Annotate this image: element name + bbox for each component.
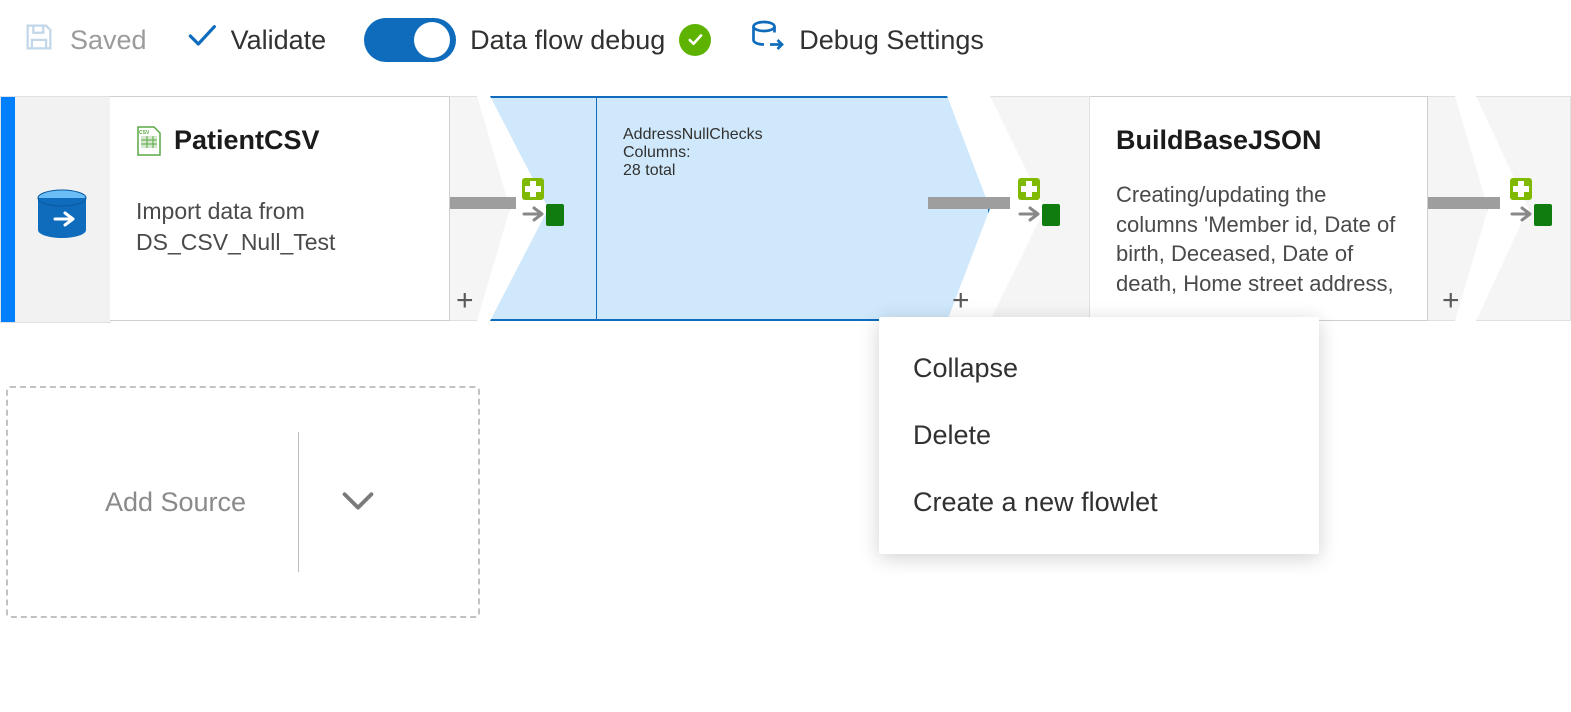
add-source-button[interactable]: Add Source <box>6 386 480 618</box>
save-status-label: Saved <box>70 25 147 56</box>
chevron-down-icon[interactable] <box>299 477 381 528</box>
connector <box>450 197 516 209</box>
columns-total: 28 total <box>623 162 886 180</box>
node-title: PatientCSV <box>174 125 320 156</box>
node-addressnullchecks[interactable]: AddressNullChecks Columns: 28 total <box>596 96 912 321</box>
node-title: BuildBaseJSON <box>1116 125 1322 156</box>
validate-label: Validate <box>231 25 327 56</box>
transformation-icon[interactable] <box>1504 176 1558 230</box>
validate-button[interactable]: Validate <box>185 20 327 60</box>
add-step-button[interactable]: + <box>456 284 474 318</box>
debug-settings-label: Debug Settings <box>799 25 984 56</box>
save-status: Saved <box>22 20 147 61</box>
debug-toggle[interactable] <box>364 18 456 62</box>
node-buildbasejson[interactable]: BuildBaseJSON Creating/updating the colu… <box>1090 96 1428 321</box>
source-strip <box>0 96 111 323</box>
toolbar: Saved Validate Data flow debug Debug Set… <box>0 0 1571 80</box>
save-icon <box>22 20 56 61</box>
node-title: AddressNullChecks <box>623 126 763 143</box>
ctx-delete[interactable]: Delete <box>879 402 1319 469</box>
node-subtitle: Creating/updating the columns 'Member id… <box>1116 180 1401 299</box>
status-ok-icon <box>679 24 711 56</box>
connector <box>928 197 1010 209</box>
check-icon <box>185 20 217 60</box>
flow-canvas[interactable]: CSV PatientCSV Import data from DS_CSV_N… <box>0 80 1571 712</box>
node-patientcsv[interactable]: CSV PatientCSV Import data from DS_CSV_N… <box>110 96 450 321</box>
add-step-button[interactable]: + <box>952 284 970 318</box>
ctx-create-flowlet[interactable]: Create a new flowlet <box>879 469 1319 536</box>
connector <box>1428 197 1500 209</box>
add-source-label: Add Source <box>105 487 298 518</box>
context-menu: Collapse Delete Create a new flowlet <box>879 317 1319 554</box>
csv-file-icon: CSV <box>136 126 162 156</box>
svg-text:CSV: CSV <box>139 130 150 136</box>
columns-label: Columns: <box>623 144 886 162</box>
add-step-button[interactable]: + <box>1442 284 1460 318</box>
datasource-barrel-icon <box>35 189 89 250</box>
ctx-collapse[interactable]: Collapse <box>879 335 1319 402</box>
transformation-icon[interactable] <box>516 176 570 230</box>
transformation-icon[interactable] <box>1012 176 1066 230</box>
database-arrow-icon <box>749 19 785 62</box>
debug-label: Data flow debug <box>470 25 665 56</box>
debug-settings-button[interactable]: Debug Settings <box>749 19 984 62</box>
node-subtitle: Import data from DS_CSV_Null_Test <box>136 196 423 258</box>
debug-toggle-group: Data flow debug <box>364 18 711 62</box>
